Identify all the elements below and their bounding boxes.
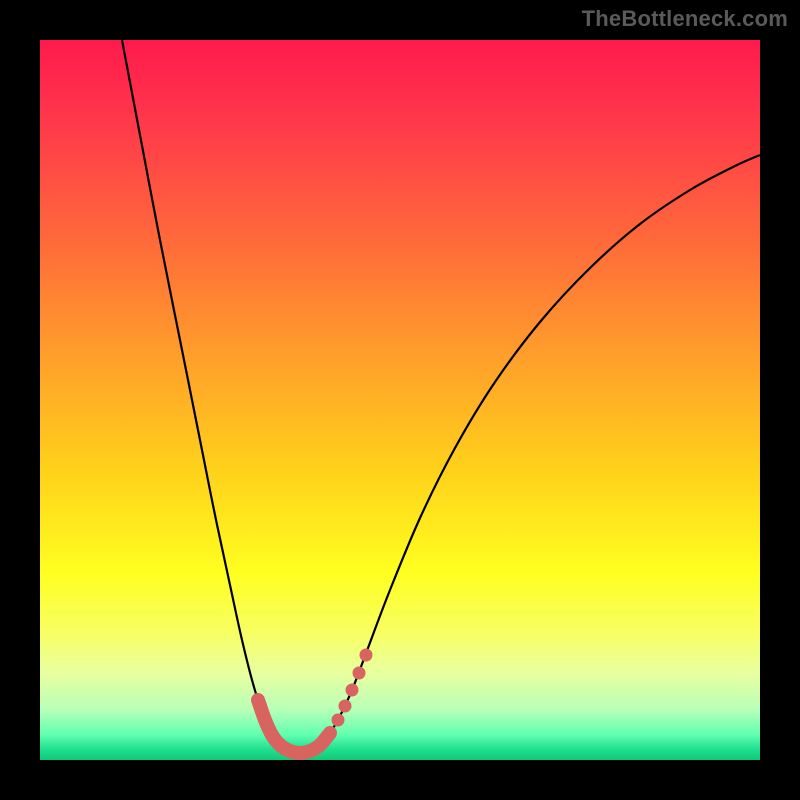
elbow-highlight [258, 700, 330, 753]
watermark-text: TheBottleneck.com [582, 6, 788, 32]
bottleneck-curve [40, 40, 760, 760]
marker-dot [339, 700, 352, 713]
right-marker-cluster [332, 649, 373, 727]
plot-area [40, 40, 760, 760]
marker-dot [332, 714, 345, 727]
marker-dot [353, 667, 366, 680]
marker-dot [346, 684, 359, 697]
curve-path [122, 40, 760, 753]
marker-dot [360, 649, 373, 662]
